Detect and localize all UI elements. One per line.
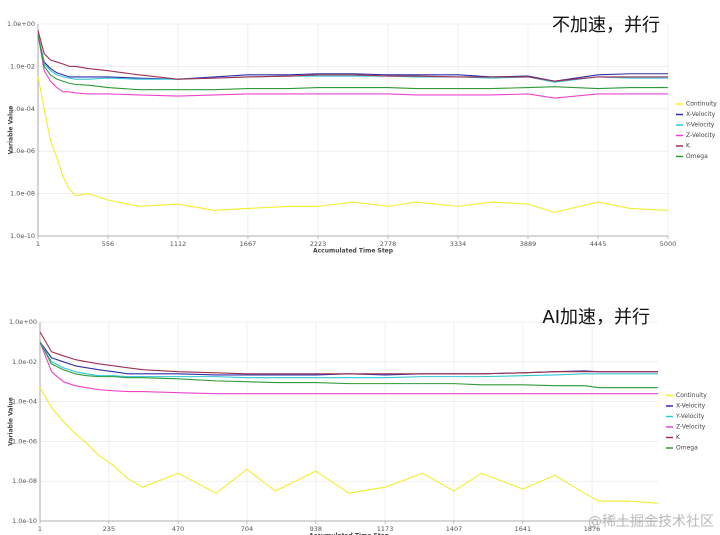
legend-label: Continuity bbox=[686, 101, 717, 108]
x-tick-label: 1667 bbox=[240, 240, 257, 248]
legend-label: Omega bbox=[676, 445, 698, 452]
x-tick-label: 1 bbox=[36, 240, 40, 248]
y-tick-label: 1.0e-10 bbox=[12, 517, 37, 525]
y-tick-label: 1.0e-08 bbox=[12, 477, 37, 485]
series-line bbox=[39, 331, 658, 375]
x-tick-label: 2223 bbox=[310, 240, 327, 248]
annotation: 不加速，并行 bbox=[552, 15, 660, 36]
legend-label: Y-Velocity bbox=[685, 122, 715, 129]
series-line bbox=[39, 387, 659, 504]
y-tick-label: 1.0e-10 bbox=[10, 232, 35, 240]
series-line bbox=[39, 341, 658, 395]
x-tick-label: 1173 bbox=[377, 525, 394, 533]
legend-label: K bbox=[676, 434, 681, 441]
y-axis-title: Variable Value bbox=[8, 106, 15, 155]
x-tick-label: 4445 bbox=[590, 240, 607, 248]
x-tick-label: 1407 bbox=[446, 525, 463, 533]
series-line bbox=[39, 341, 658, 389]
y-tick-label: 1.0e-06 bbox=[10, 147, 35, 155]
series-line bbox=[37, 34, 668, 82]
x-tick-label: 1641 bbox=[515, 525, 532, 533]
legend-label: Z-Velocity bbox=[676, 424, 706, 431]
annotation: AI加速，并行 bbox=[542, 307, 650, 328]
x-tick-label: 3334 bbox=[450, 240, 467, 248]
y-axis-title: Variable Value bbox=[8, 397, 15, 446]
y-tick-label: 1.0e-02 bbox=[12, 358, 37, 366]
x-tick-label: 1 bbox=[38, 525, 42, 533]
x-tick-label: 704 bbox=[241, 525, 253, 533]
y-tick-label: 1.0e+00 bbox=[7, 20, 35, 28]
x-tick-label: 470 bbox=[172, 525, 184, 533]
series-line bbox=[37, 34, 668, 91]
y-tick-label: 1.0e-02 bbox=[10, 62, 35, 70]
legend-label: K bbox=[686, 143, 691, 150]
x-tick-label: 235 bbox=[103, 525, 115, 533]
x-tick-label: 5000 bbox=[660, 240, 677, 248]
x-tick-label: 938 bbox=[310, 525, 322, 533]
x-tick-label: 1876 bbox=[584, 525, 601, 533]
legend-label: X-Velocity bbox=[686, 111, 716, 118]
y-tick-label: 1.0e-04 bbox=[12, 398, 37, 406]
y-tick-label: 1.0e-08 bbox=[10, 190, 35, 198]
x-tick-label: 2778 bbox=[380, 240, 397, 248]
series-line bbox=[37, 30, 668, 82]
legend-label: Omega bbox=[686, 153, 708, 160]
x-axis-title: Accumulated Time Step bbox=[309, 533, 390, 535]
legend-label: Y-Velocity bbox=[675, 413, 705, 420]
legend-label: Z-Velocity bbox=[686, 132, 716, 139]
watermark: @稀土掘金技术社区 bbox=[588, 514, 714, 530]
x-tick-label: 3889 bbox=[520, 240, 537, 248]
y-tick-label: 1.0e-06 bbox=[12, 437, 37, 445]
y-tick-label: 1.0e-04 bbox=[10, 105, 35, 113]
legend-label: X-Velocity bbox=[676, 403, 706, 410]
x-tick-label: 556 bbox=[102, 240, 114, 248]
series-line bbox=[39, 341, 658, 379]
series-line bbox=[37, 76, 669, 213]
series-line bbox=[37, 34, 668, 99]
y-tick-label: 1.0e+00 bbox=[9, 318, 37, 326]
legend-label: Continuity bbox=[676, 392, 707, 399]
x-axis-title: Accumulated Time Step bbox=[313, 248, 394, 255]
x-tick-label: 1112 bbox=[170, 240, 187, 248]
